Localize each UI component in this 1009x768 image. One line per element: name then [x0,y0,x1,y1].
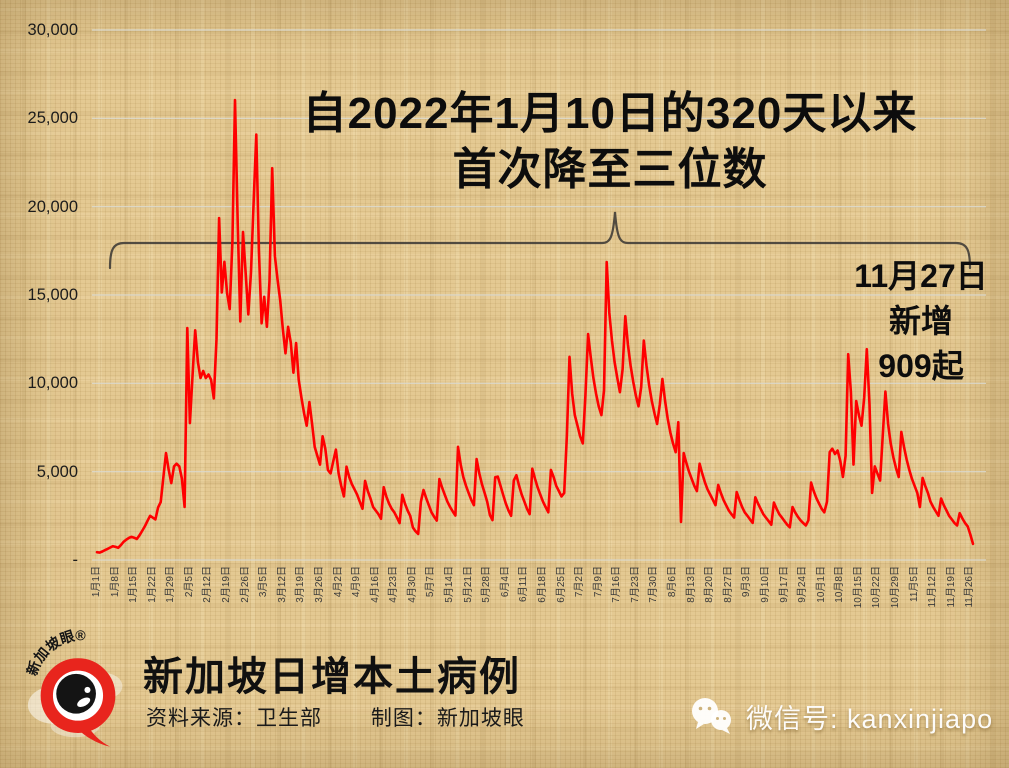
x-axis-tick-label: 3月26日 [313,566,325,603]
callout-value: 909起 [878,348,964,384]
y-axis-tick-label: 5,000 [36,462,78,481]
x-axis-tick-label: 1月8日 [109,566,121,598]
x-axis-tick-label: 11月12日 [927,566,939,608]
x-axis-tick-label: 4月23日 [388,566,400,603]
x-axis-tick-label: 10月1日 [815,566,827,603]
x-axis-tick-label: 7月9日 [592,566,604,598]
wechat-icon [692,698,731,734]
x-axis-tick-label: 1月1日 [91,566,102,598]
source-line: 资料来源：卫生部 制图：新加坡眼 [146,702,525,732]
x-axis-tick-label: 2月19日 [221,566,233,603]
logo-eye-highlight [77,697,91,707]
x-axis-tick-label: 11月5日 [908,566,920,602]
x-axis-tick-label: 6月11日 [518,566,530,602]
x-axis-tick-label: 4月2日 [332,566,344,598]
x-axis-tick-label: 6月4日 [499,566,511,598]
x-axis-tick-label: 3月5日 [258,566,270,598]
x-axis-tick-label: 10月29日 [890,566,902,609]
x-axis-tick-label: 3月12日 [276,566,288,603]
range-bracket [108,211,972,270]
x-axis-tick-label: 5月14日 [444,566,456,603]
x-axis-tick-label: 8月27日 [722,566,734,603]
chart-title: 新加坡日增本土病例 [143,655,521,699]
x-axis-tick-label: 11月19日 [945,566,957,608]
wechat-id-label: 微信号: kanxinjiapo [746,703,994,734]
x-axis-tick-label: 11月26日 [964,566,976,608]
y-axis-tick-label: 30,000 [27,21,78,39]
x-axis-tick-label: 2月12日 [202,566,214,603]
x-axis-tick-label: 6月25日 [555,566,567,603]
x-axis-tick-label: 1月22日 [146,566,158,603]
chart-annotation-title: 自2022年1月10日的320天以来 首次降至三位数 [240,86,980,198]
x-axis-tick-label: 2月5日 [183,566,195,598]
latest-value-callout: 11月27日 新增 909起 [838,254,1004,389]
xinjiapoyan-logo: 新加坡眼® [26,628,123,747]
x-axis-tick-label: 7月16日 [611,566,623,603]
x-axis-tick-label: 8月13日 [685,566,697,603]
x-axis-tick-label: 5月28日 [481,566,493,603]
y-axis-tick-label: 10,000 [27,374,78,393]
x-axis-tick-label: 8月6日 [667,566,679,598]
logo-eye-icon [56,673,96,714]
x-axis-tick-label: 3月19日 [295,566,307,603]
x-axis-tick-label: 7月2日 [574,566,586,598]
x-axis-tick-label: 1月29日 [165,566,177,603]
x-axis-tick-label: 4月9日 [351,566,363,598]
x-axis-tick-label: 10月22日 [871,566,883,609]
x-axis-tick-label: 8月20日 [704,566,716,603]
logo-eye-highlight [84,686,91,693]
callout-date: 11月27日 [854,258,988,294]
x-axis-tick-label: 4月16日 [369,566,381,603]
x-axis-tick-label: 2月26日 [239,566,251,603]
x-axis-tick-label: 7月23日 [629,566,641,603]
daily-cases-line [95,98,975,554]
x-axis-tick-label: 10月8日 [834,566,846,603]
callout-label: 新增 [888,303,953,339]
y-axis-tick-label: 15,000 [27,286,78,304]
wechat-contact: 微信号: kanxinjiapo [688,696,993,736]
x-axis-tick-label: 7月30日 [648,566,660,603]
x-axis-tick-label: 9月3日 [741,566,753,598]
x-axis-tick-label: 1月15日 [128,566,140,603]
data-source-label: 资料来源：卫生部 [146,707,322,730]
y-axis-tick-label: 20,000 [27,197,78,216]
x-axis-tick-label: 4月30日 [406,566,418,603]
annotation-line-1: 自2022年1月10日的320天以来 [302,89,918,138]
x-axis-tick-label: 6月18日 [536,566,548,603]
annotation-line-2: 首次降至三位数 [452,145,768,194]
x-axis-tick-label: 9月24日 [797,566,809,603]
y-axis-tick-label: - [72,551,79,569]
x-axis-tick-label: 10月15日 [852,566,864,609]
x-axis-tick-label: 9月10日 [759,566,771,603]
x-axis-tick-label: 9月17日 [778,566,790,603]
y-axis-tick-label: 25,000 [27,109,78,128]
chart-credit-label: 制图：新加坡眼 [370,707,525,730]
x-axis-tick-label: 5月21日 [462,566,474,603]
x-axis-tick-label: 5月7日 [425,566,437,598]
